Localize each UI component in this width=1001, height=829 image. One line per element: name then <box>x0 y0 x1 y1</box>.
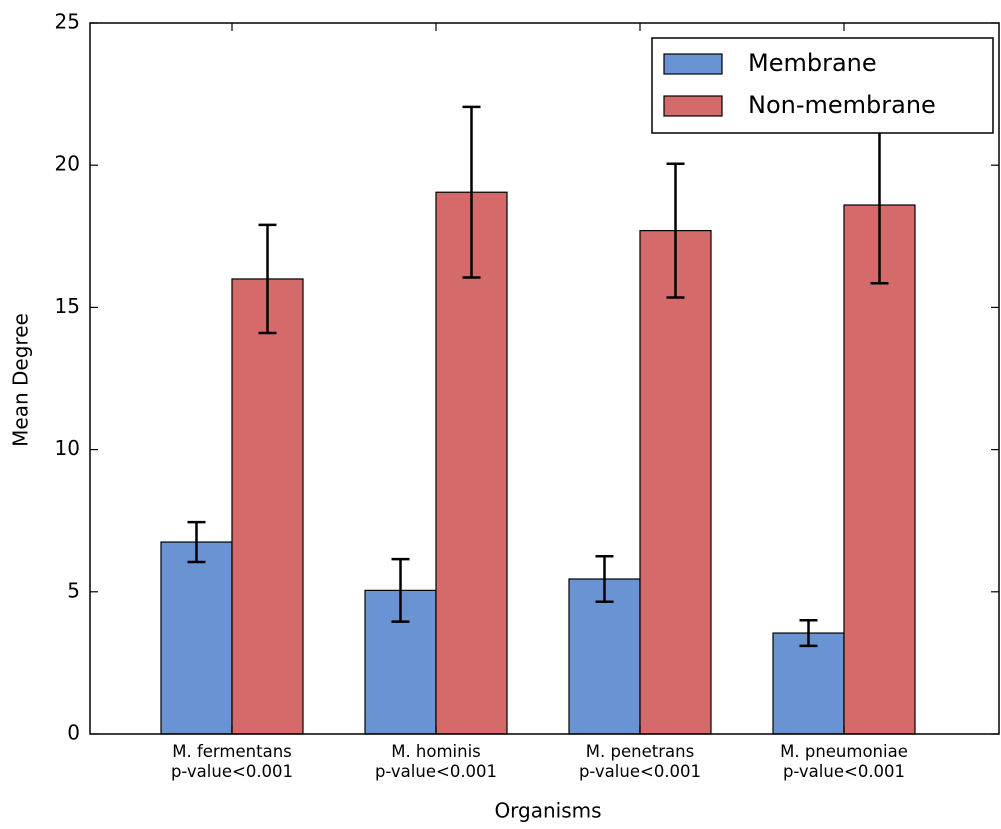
legend-label: Non-membrane <box>748 91 936 119</box>
y-tick-label: 15 <box>55 294 80 318</box>
y-tick-label: 0 <box>67 721 80 745</box>
x-tick-label: M. hominis p-value<0.001 <box>375 742 497 781</box>
bar <box>568 578 641 735</box>
y-axis-label: Mean Degree <box>9 313 33 447</box>
y-tick-label: 10 <box>55 436 80 460</box>
x-tick-label: M. pneumoniae p-value<0.001 <box>780 742 908 781</box>
bar <box>639 230 712 735</box>
bar <box>843 204 916 735</box>
y-tick-label: 5 <box>67 578 80 602</box>
legend-label: Membrane <box>748 49 877 77</box>
bar <box>231 278 304 735</box>
x-axis-label: Organisms <box>494 799 601 823</box>
y-tick-label: 25 <box>55 10 80 34</box>
y-tick-label: 20 <box>55 152 80 176</box>
bar <box>160 541 233 735</box>
legend-swatch <box>663 95 723 117</box>
x-tick-label: M. fermentans p-value<0.001 <box>171 742 293 781</box>
bar <box>772 632 845 735</box>
legend-swatch <box>663 53 723 75</box>
plot-frame <box>89 22 1000 735</box>
x-tick-label: M. penetrans p-value<0.001 <box>579 742 701 781</box>
